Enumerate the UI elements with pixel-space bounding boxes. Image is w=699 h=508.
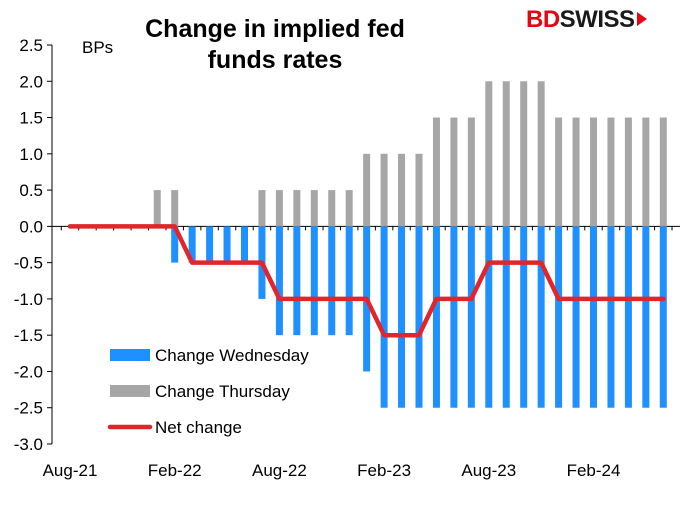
bar-thursday <box>415 153 423 227</box>
bar-thursday <box>293 190 301 227</box>
y-tick-label: 0.5 <box>19 181 43 200</box>
bar-thursday <box>363 153 371 227</box>
bar-thursday <box>398 153 406 227</box>
bar-wednesday <box>432 226 440 408</box>
bar-wednesday <box>328 226 336 336</box>
bar-thursday <box>275 190 283 227</box>
bar-wednesday <box>590 226 597 408</box>
x-tick-label: Feb-22 <box>148 461 202 480</box>
bar-thursday <box>450 117 458 227</box>
net-change-line <box>67 224 666 338</box>
y-tick-label: 1.0 <box>19 145 43 164</box>
bar-thursday <box>659 117 667 227</box>
bar-wednesday <box>642 226 650 408</box>
y-axis-ticks: 2.5 2.0 1.5 1.0 0.5 0.0 -0.5 -1.0 -1.5 -2.0 -2.5 -3… <box>14 36 52 454</box>
legend-label: Change Wednesday <box>155 346 309 365</box>
bar-wednesday <box>275 226 283 336</box>
y-tick-label: -2.5 <box>14 399 43 418</box>
y-tick-label: -3.0 <box>14 435 43 454</box>
bar-thursday <box>153 190 161 227</box>
line-series <box>67 224 666 338</box>
legend-swatch-thursday <box>110 385 150 397</box>
y-tick-label: -1.0 <box>14 290 43 309</box>
bar-wednesday <box>241 226 248 263</box>
y-tick-label: 2.0 <box>19 72 43 91</box>
x-axis-ticks: Aug-21 Feb-22 Aug-22 Feb-23 Aug-23 Feb-24 <box>43 226 673 480</box>
y-tick-label: 0.0 <box>19 217 43 236</box>
bar-wednesday <box>293 226 301 336</box>
x-tick-label: Aug-21 <box>43 461 98 480</box>
bar-wednesday <box>206 226 214 263</box>
x-tick-label: Aug-23 <box>461 461 516 480</box>
bar-thursday <box>467 117 475 227</box>
x-tick-label: Feb-24 <box>567 461 621 480</box>
bar-thursday <box>258 190 266 227</box>
bar-wednesday <box>310 226 318 336</box>
x-tick-label: Aug-22 <box>252 461 307 480</box>
bar-thursday <box>485 81 493 227</box>
chart-title: Change in implied fed funds rates <box>145 15 405 74</box>
bar-thursday <box>345 190 353 227</box>
bar-thursday <box>572 117 580 227</box>
y-tick-label: 1.5 <box>19 109 43 128</box>
legend-swatch-wednesday <box>110 349 150 361</box>
bar-thursday <box>537 81 545 227</box>
bar-thursday <box>432 117 440 227</box>
legend-label: Net change <box>155 418 242 437</box>
bar-wednesday <box>572 226 580 408</box>
y-tick-label: 2.5 <box>19 36 43 55</box>
bar-wednesday <box>188 226 196 263</box>
bar-thursday <box>590 117 597 227</box>
bar-thursday <box>642 117 650 227</box>
bar-thursday <box>171 190 179 227</box>
logo-part-bd: BD <box>526 6 560 33</box>
bar-wednesday <box>223 226 231 263</box>
bar-thursday <box>310 190 318 227</box>
bar-wednesday <box>171 226 179 263</box>
bar-wednesday <box>607 226 615 408</box>
bar-wednesday <box>398 226 406 408</box>
bar-thursday <box>624 117 632 227</box>
y-tick-label: -0.5 <box>14 254 43 273</box>
bar-wednesday <box>555 226 563 408</box>
bar-wednesday <box>450 226 458 408</box>
x-tick-label: Feb-23 <box>357 461 411 480</box>
bar-thursday <box>555 117 563 227</box>
bar-wednesday <box>467 226 475 408</box>
bar-thursday <box>502 81 510 227</box>
bar-wednesday <box>380 226 388 408</box>
bar-thursday <box>328 190 336 227</box>
bar-wednesday <box>502 226 510 408</box>
logo-arrow-icon <box>636 12 647 26</box>
bar-wednesday <box>415 226 423 408</box>
bar-wednesday <box>537 226 545 408</box>
y-tick-label: -2.0 <box>14 362 43 381</box>
bar-thursday <box>380 153 388 227</box>
brand-logo: BDSWISS <box>526 6 647 34</box>
logo-part-swiss: SWISS <box>559 6 635 33</box>
bar-wednesday <box>345 226 353 336</box>
y-tick-label: -1.5 <box>14 326 43 345</box>
bar-series <box>153 81 667 408</box>
bar-wednesday <box>624 226 632 408</box>
bar-wednesday <box>659 226 667 408</box>
bar-wednesday <box>485 226 493 408</box>
y-axis-label: BPs <box>82 38 114 57</box>
bar-thursday <box>520 81 528 227</box>
legend: Change Wednesday Change Thursday Net chang… <box>107 346 309 437</box>
bar-wednesday <box>520 226 528 408</box>
legend-label: Change Thursday <box>155 382 290 401</box>
bar-thursday <box>607 117 615 227</box>
